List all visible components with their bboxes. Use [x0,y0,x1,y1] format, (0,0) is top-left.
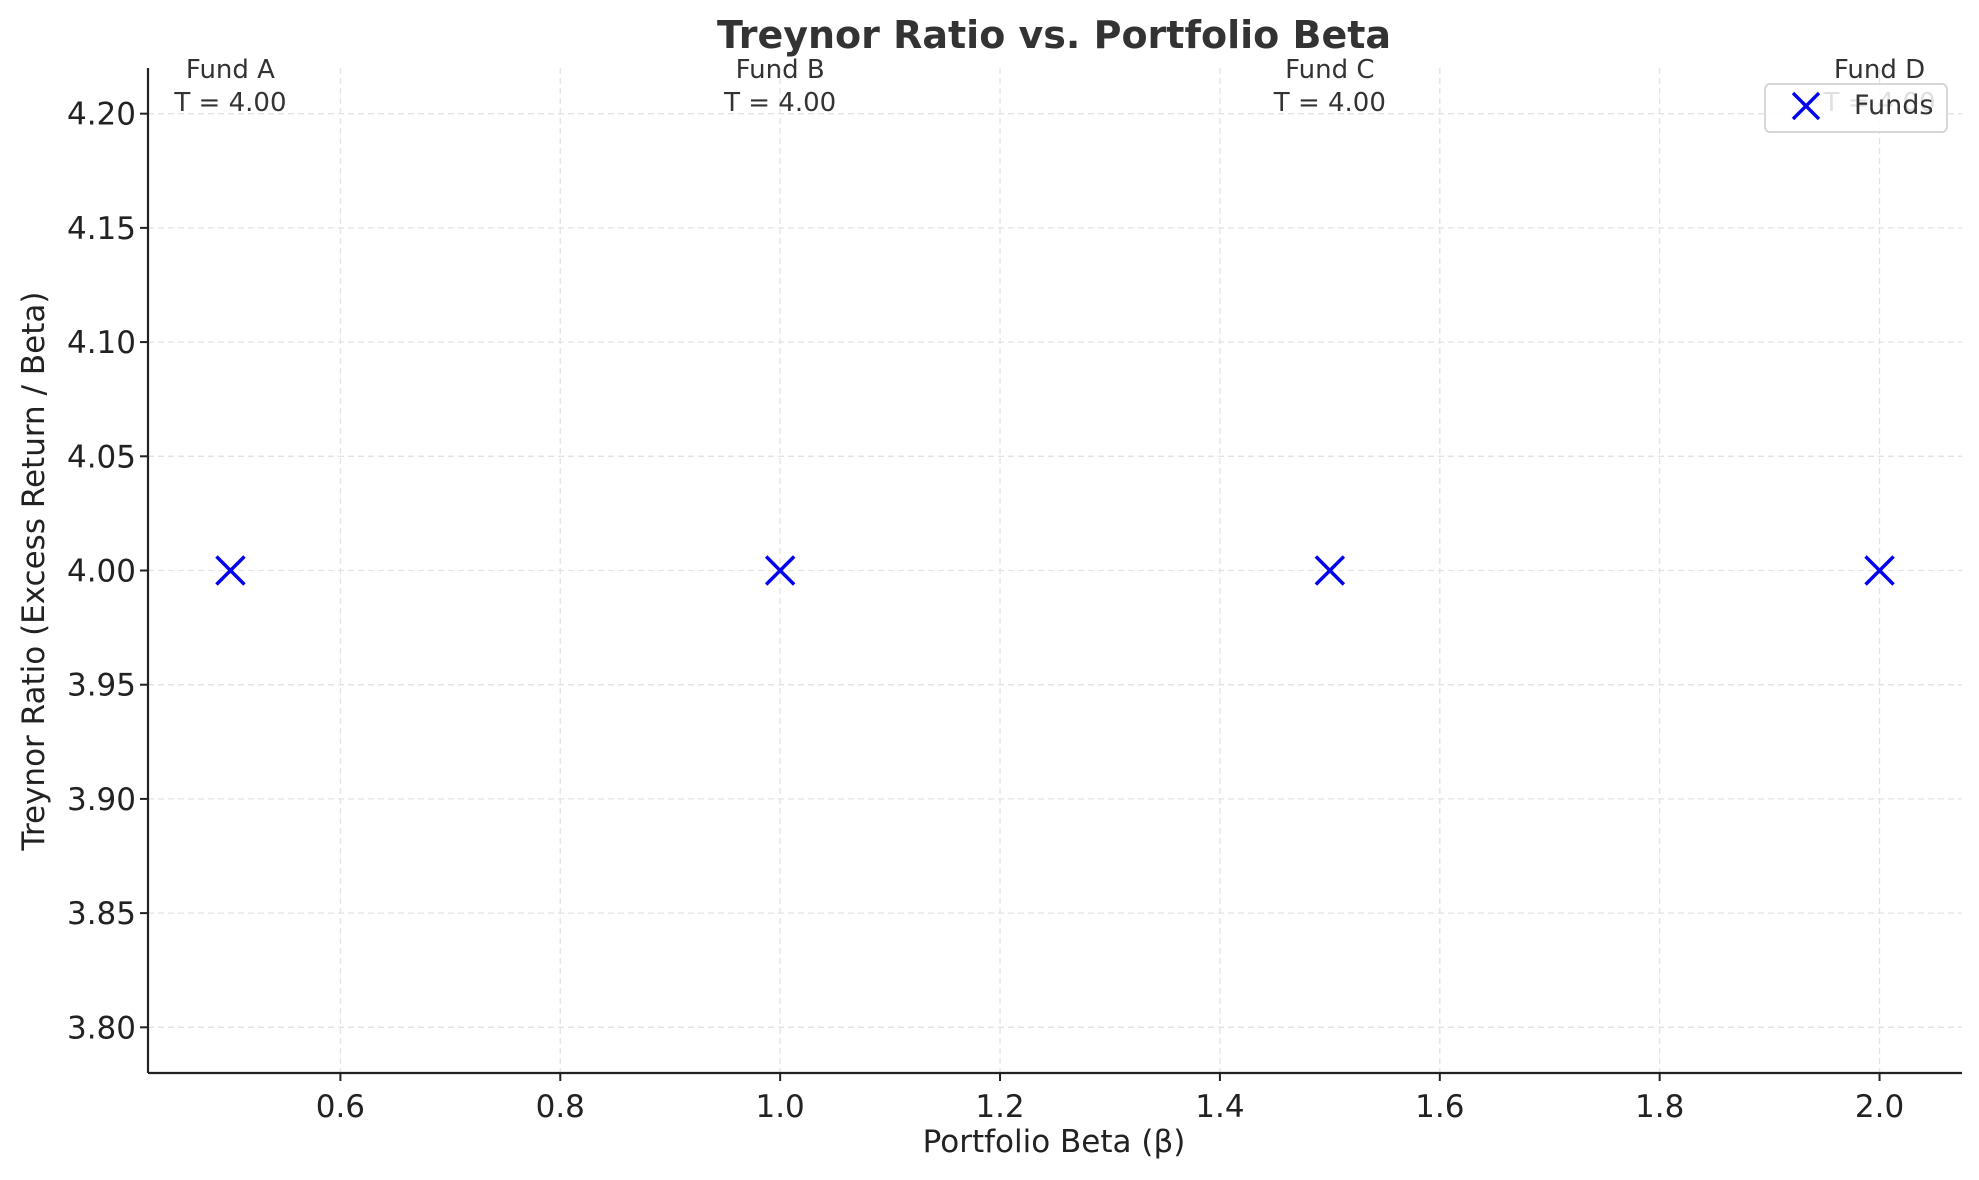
marker-stroke [1314,555,1346,586]
marker-stroke [1864,555,1895,586]
fund-name-annotation: Fund C [1285,55,1374,85]
legend-marker-x-icon [1791,91,1821,121]
y-axis-label: Treynor Ratio (Excess Return / Beta) [16,292,52,852]
x-tick-label: 0.6 [316,1089,365,1125]
y-tick-label: 3.85 [67,896,136,932]
x-tick-label: 2.0 [1855,1089,1904,1125]
y-tick-label: 4.20 [67,97,136,133]
y-tick-label: 3.90 [67,782,136,818]
y-tick-label: 4.10 [67,325,136,361]
marker-stroke [764,555,796,586]
x-axis-ticks: 0.6 0.8 1.0 1.2 1.4 1.6 1.8 2.0 [316,1073,1904,1125]
fund-name-annotation: Fund B [736,55,825,85]
x-tick-label: 1.6 [1415,1089,1464,1125]
legend-marker-stroke [1791,91,1821,121]
x-axis-label: Portfolio Beta (β) [923,1124,1186,1160]
y-tick-label: 4.00 [67,554,136,590]
treynor-value-annotation: T = 4.00 [723,88,836,118]
grid-lines [148,68,1962,1073]
x-tick-label: 0.8 [536,1089,585,1125]
fund-name-annotation: Fund D [1834,55,1925,85]
legend-box [1764,83,1948,133]
y-axis-ticks: 3.80 3.85 3.90 3.95 4.00 4.05 4.10 4.15 4.20 [67,97,148,1046]
data-points [215,555,1895,586]
chart-title: Treynor Ratio vs. Portfolio Beta [717,13,1391,57]
fund-name-annotation: Fund A [186,55,275,85]
data-point-x-marker [1864,555,1895,586]
marker-stroke [215,555,246,586]
data-point-x-marker [764,555,796,586]
x-tick-label: 1.0 [755,1089,804,1125]
y-tick-label: 4.05 [67,439,136,475]
treynor-value-annotation: T = 4.00 [173,88,286,118]
y-tick-label: 4.15 [67,211,136,247]
legend: Funds [1764,83,1948,133]
data-point-x-marker [215,555,246,586]
legend-label: Funds [1854,90,1933,121]
y-tick-label: 3.95 [67,668,136,704]
x-tick-label: 1.2 [975,1089,1024,1125]
x-tick-label: 1.4 [1195,1089,1244,1125]
x-tick-label: 1.8 [1635,1089,1684,1125]
data-point-x-marker [1314,555,1346,586]
y-tick-label: 3.80 [67,1010,136,1046]
treynor-value-annotation: T = 4.00 [1273,88,1386,118]
